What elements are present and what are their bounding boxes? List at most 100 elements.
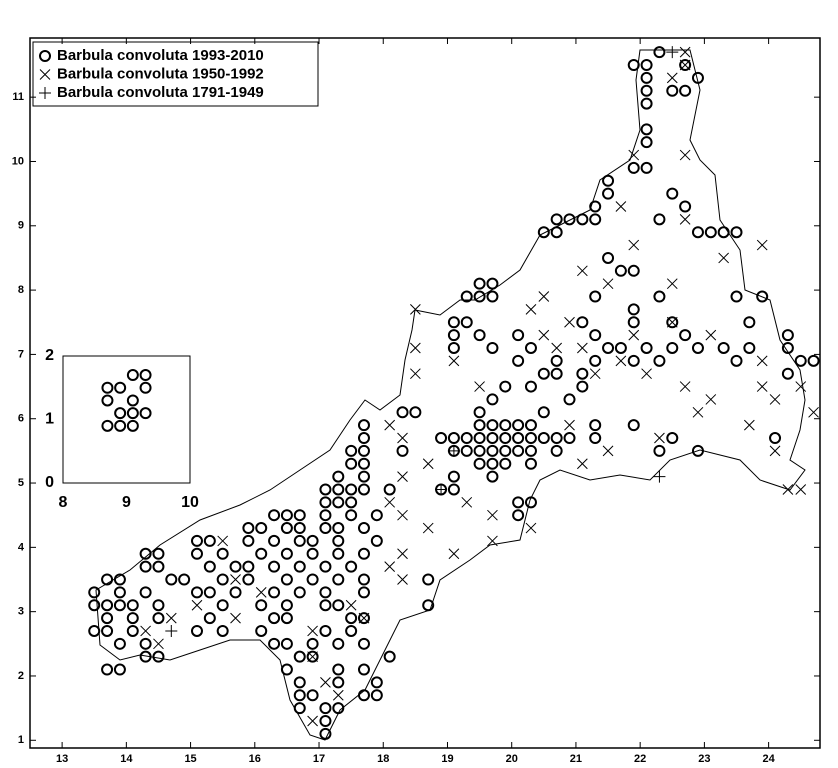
marker-circle [357, 483, 370, 496]
marker-circle [357, 432, 370, 445]
marker-circle [589, 200, 602, 213]
x-tick-label: 22 [634, 753, 646, 765]
y-tick-label: 1 [45, 411, 54, 428]
marker-circle [422, 599, 435, 612]
y-tick-label: 10 [12, 155, 24, 167]
marker-circle [576, 316, 589, 329]
marker-circle [114, 419, 127, 432]
x-tick-label: 17 [313, 753, 325, 765]
marker-cross [384, 419, 396, 431]
x-tick-label: 10 [181, 494, 199, 511]
marker-circle [268, 509, 281, 522]
marker-circle [268, 612, 281, 625]
marker-circle [101, 419, 114, 432]
y-tick-label: 2 [45, 347, 54, 364]
marker-circle [447, 329, 460, 342]
marker-cross [448, 548, 460, 560]
marker-circle [447, 470, 460, 483]
marker-circle [242, 534, 255, 547]
marker-circle [730, 354, 743, 367]
marker-cross [705, 394, 717, 405]
marker-cross [577, 342, 588, 354]
marker-circle [126, 394, 139, 407]
marker-cross [795, 484, 807, 495]
marker-circle [306, 573, 319, 586]
marker-circle [499, 457, 512, 470]
marker-circle [627, 303, 640, 316]
marker-circle [216, 573, 229, 586]
x-tick-label: 18 [377, 753, 389, 765]
marker-circle [357, 689, 370, 702]
marker-circle [126, 612, 139, 625]
marker-cross [564, 419, 575, 431]
marker-circle [781, 329, 794, 342]
marker-circle [101, 381, 114, 394]
marker-circle [139, 650, 152, 663]
marker-cross [474, 381, 485, 392]
marker-circle [345, 612, 358, 625]
marker-cross [602, 445, 614, 457]
marker-circle [242, 560, 255, 573]
legend-label: Barbula convoluta 1993-2010 [57, 47, 264, 64]
marker-circle [357, 457, 370, 470]
marker-circle [460, 444, 473, 457]
marker-circle [589, 354, 602, 367]
y-tick-label: 2 [18, 670, 24, 682]
marker-circle [524, 457, 537, 470]
marker-circle [101, 394, 114, 407]
marker-circle [357, 419, 370, 432]
marker-circle [293, 586, 306, 599]
marker-circle [447, 432, 460, 445]
marker-circle [807, 354, 820, 367]
marker-circle [88, 624, 101, 637]
plot-frame [29, 37, 821, 749]
marker-circle [280, 663, 293, 676]
marker-circle [473, 432, 486, 445]
marker-circle [666, 432, 679, 445]
inset-frame [62, 355, 191, 484]
marker-circle [268, 560, 281, 573]
legend-marker [39, 69, 51, 80]
marker-circle [447, 483, 460, 496]
marker-circle [293, 650, 306, 663]
marker-cross [384, 496, 396, 508]
marker-circle [730, 226, 743, 239]
marker-circle [550, 367, 563, 380]
marker-cross [230, 612, 241, 624]
marker-circle [139, 369, 152, 382]
marker-cross [397, 548, 408, 560]
marker-circle [345, 496, 358, 509]
marker-cross [448, 355, 460, 367]
marker-circle [512, 329, 525, 342]
marker-cross [577, 265, 588, 277]
marker-circle [139, 547, 152, 560]
marker-cross [718, 252, 730, 264]
marker-circle [306, 650, 319, 663]
marker-circle [332, 676, 345, 689]
marker-circle [447, 341, 460, 354]
marker-circle [524, 419, 537, 432]
marker-circle [512, 419, 525, 432]
marker-circle [332, 496, 345, 509]
x-tick-label: 9 [122, 494, 131, 511]
marker-circle [126, 369, 139, 382]
marker-circle [268, 534, 281, 547]
marker-circle [114, 407, 127, 420]
marker-circle [152, 560, 165, 573]
marker-circle [486, 470, 499, 483]
marker-circle [473, 277, 486, 290]
x-tick-label: 23 [698, 753, 710, 765]
marker-circle [550, 444, 563, 457]
marker-circle [537, 226, 550, 239]
marker-cross [461, 496, 473, 508]
marker-circle [203, 560, 216, 573]
marker-circle [473, 444, 486, 457]
marker-cross [628, 329, 640, 341]
marker-cross [577, 458, 588, 470]
marker-circle [473, 419, 486, 432]
marker-circle [486, 457, 499, 470]
marker-circle [190, 586, 203, 599]
marker-circle [563, 432, 576, 445]
marker-circle [627, 316, 640, 329]
